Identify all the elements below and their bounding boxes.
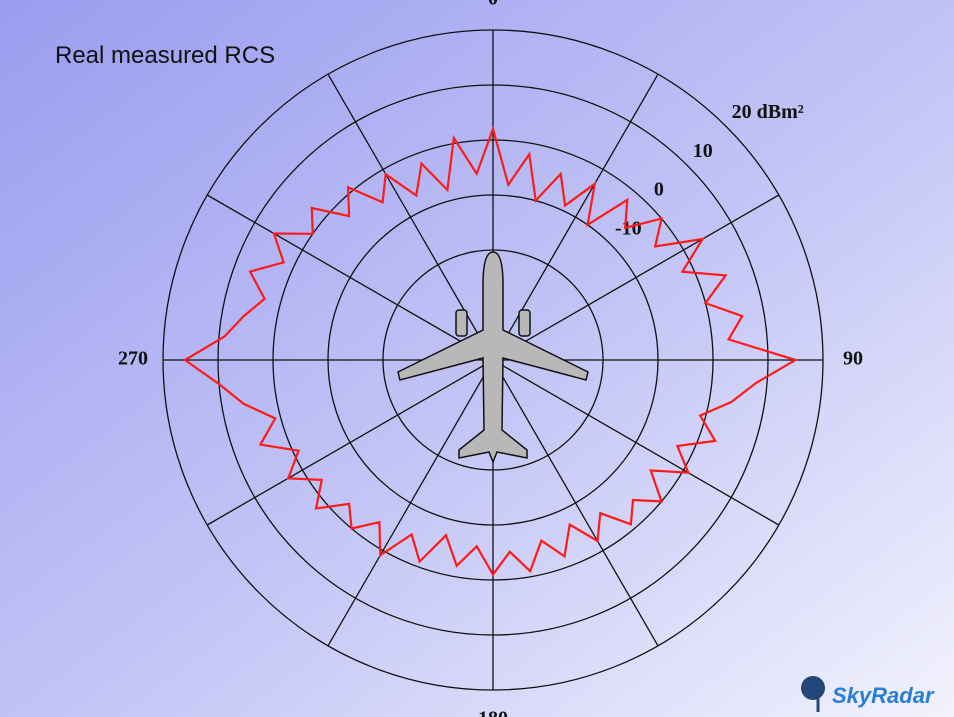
spoke xyxy=(492,359,659,647)
r-tick-label: -10 xyxy=(615,218,642,240)
spoke xyxy=(492,359,780,526)
theta-tick-label: 0 xyxy=(488,0,498,10)
airplane xyxy=(397,251,589,465)
spoke xyxy=(206,194,494,361)
theta-tick-label: 90 xyxy=(843,348,863,370)
grid: -10 0 10 20 dBm² 0 90 180 270 xyxy=(118,0,863,717)
logo-text: SkyRadar xyxy=(832,683,935,708)
spoke xyxy=(327,359,494,647)
trace-layer xyxy=(182,125,799,577)
spoke xyxy=(206,359,494,526)
theta-tick-label: 180 xyxy=(478,708,508,717)
r-tick-label: 0 xyxy=(654,179,664,201)
rcs-trace xyxy=(182,125,799,577)
r-tick-label: 10 xyxy=(693,140,713,162)
theta-tick-label: 270 xyxy=(118,348,148,370)
r-tick-label: 20 dBm² xyxy=(732,101,804,123)
logo: SkyRadar xyxy=(801,676,935,712)
chart-title: Real measured RCS xyxy=(55,42,275,69)
spoke xyxy=(492,194,780,361)
